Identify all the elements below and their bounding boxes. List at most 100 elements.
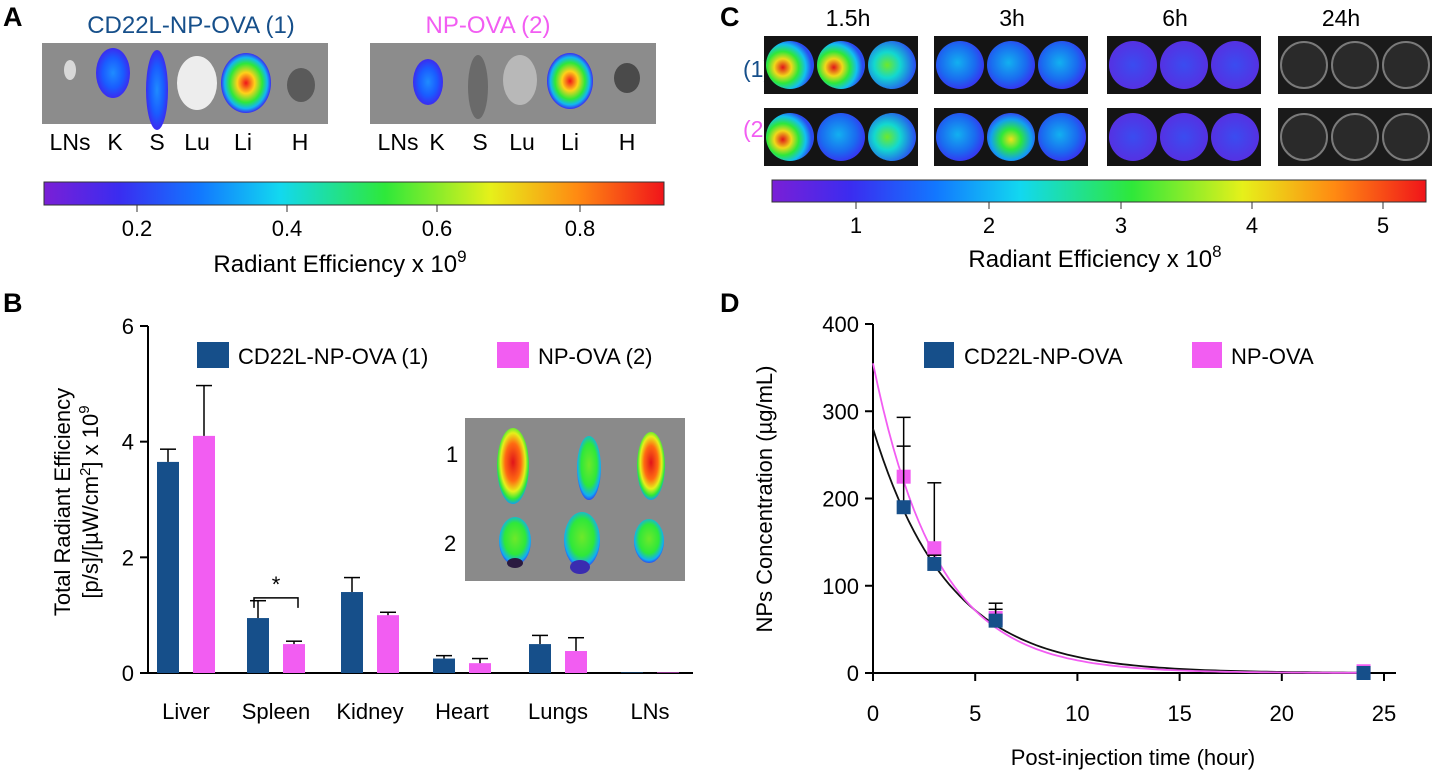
x-tick-label: 15 — [1167, 701, 1191, 726]
colorbar-c-title-text: Radiant Efficiency x 10 — [968, 246, 1212, 273]
x-tick-label: Spleen — [242, 699, 311, 724]
y-tick-label: 0 — [847, 661, 859, 686]
colorbar-c-title: Radiant Efficiency x 108 — [968, 242, 1221, 273]
organ-label-2-0: LNs — [378, 129, 419, 155]
panel-d-xlabel: Post-injection time (hour) — [1011, 745, 1256, 770]
ylabel-part-a: [p/s]/[µW/cm — [78, 476, 103, 599]
bar-2 — [565, 651, 587, 673]
well — [1160, 41, 1208, 89]
colorbar-a-title-text: Radiant Efficiency x 10 — [213, 251, 457, 278]
well — [1109, 41, 1157, 89]
bar-2 — [469, 663, 491, 673]
organ-label-1-3: Lu — [184, 129, 210, 155]
colorbar-c-tick-label: 2 — [983, 213, 995, 238]
point-2 — [927, 541, 942, 556]
organ-label-1-5: H — [292, 129, 309, 155]
bar-2 — [193, 435, 215, 673]
fit-curve-2 — [872, 363, 1364, 674]
colorbar-c-ticks: 1 2 3 4 5 — [850, 202, 1389, 238]
panel-d: D NPs Concentration (µg/mL) Post-injecti… — [720, 288, 1396, 770]
bar-1 — [433, 658, 455, 673]
x-tick-label: Liver — [162, 699, 210, 724]
heart-blob — [614, 63, 640, 93]
liver-blob — [221, 53, 271, 113]
panel-b-ylabel: Total Radiant Efficiency [p/s]/[µW/cm2] … — [50, 388, 103, 616]
panel-c-label: C — [720, 2, 740, 32]
legend-label-2: NP-OVA (2) — [538, 344, 653, 369]
inset-blob — [564, 512, 600, 568]
y-tick-label: 100 — [822, 574, 859, 599]
well — [1382, 41, 1430, 89]
inset-blobs — [497, 428, 665, 574]
organ-label-2-4: Li — [561, 129, 579, 155]
x-tick-label: Heart — [435, 699, 489, 724]
colorbar-a-tick-label: 0.4 — [272, 216, 303, 241]
bar-1 — [157, 461, 179, 673]
y-tick-label: 300 — [822, 399, 859, 424]
panel-b-label: B — [3, 288, 23, 318]
kidney-blob — [96, 48, 130, 98]
bar-1 — [247, 618, 269, 673]
well — [1331, 41, 1379, 89]
point-1 — [1356, 666, 1371, 680]
panel-a-title-2: NP-OVA (2) — [426, 12, 551, 39]
point-1 — [896, 500, 911, 515]
well — [1280, 41, 1328, 89]
well — [1160, 113, 1208, 161]
inset-row-label-1: 1 — [446, 442, 458, 467]
ylabel-sup-2: 2 — [77, 468, 94, 476]
bar-1 — [529, 644, 551, 673]
organ-label-1-0: LNs — [50, 129, 91, 155]
well — [1331, 113, 1379, 161]
spleen-blob — [468, 55, 488, 119]
bar-chart: 0 2 4 6 Liver Spleen Kidney Heart Lungs LNs * CD22L… — [122, 314, 693, 724]
inset-blob — [499, 517, 531, 565]
x-tick-label: Kidney — [336, 699, 403, 724]
colorbar-c-exponent: 8 — [1212, 242, 1221, 261]
spleen-blob — [146, 50, 168, 130]
legend-swatch-2 — [497, 342, 529, 368]
legend-b: CD22L-NP-OVA (1) NP-OVA (2) — [197, 342, 653, 369]
point-1 — [988, 613, 1003, 628]
legend-label-1: CD22L-NP-OVA — [964, 344, 1123, 369]
colorbar-c-tick-label: 4 — [1246, 213, 1258, 238]
point-1 — [927, 556, 942, 571]
well — [868, 41, 916, 89]
well — [936, 113, 984, 161]
legend-label-2: NP-OVA — [1231, 344, 1314, 369]
colorbar-a-tick-label: 0.6 — [422, 216, 453, 241]
well — [936, 41, 984, 89]
significance-star: * — [272, 572, 281, 597]
organ-label-1-1: K — [107, 129, 123, 155]
panel-b-ylabel-line1: Total Radiant Efficiency — [50, 388, 75, 616]
inset-blob — [634, 519, 664, 563]
y-tick-label: 0 — [122, 661, 134, 686]
panel-a-label: A — [3, 2, 23, 32]
bar-1 — [341, 592, 363, 673]
colorbar-c-tick-label: 3 — [1115, 213, 1127, 238]
x-tick-label: 25 — [1372, 701, 1396, 726]
bar-2 — [377, 615, 399, 673]
panel-a-title-1: CD22L-NP-OVA (1) — [87, 12, 295, 39]
time-labels: 1.5h 3h 6h 24h — [826, 5, 1361, 31]
well — [1280, 113, 1328, 161]
colorbar-a-title: Radiant Efficiency x 109 — [213, 247, 466, 278]
time-label-1: 3h — [999, 5, 1025, 31]
organ-label-1-2: S — [149, 129, 164, 155]
scatter-chart: 0 100 200 300 400 0 5 10 15 20 25 CD22L-NP-OVA NP-OV… — [822, 312, 1396, 726]
lns-blob — [64, 60, 76, 80]
inset-shadow — [570, 560, 590, 574]
panel-b: B Total Radiant Efficiency [p/s]/[µW/cm2… — [3, 288, 693, 724]
y-tick-label: 200 — [822, 487, 859, 512]
x-tick-label: LNs — [630, 699, 669, 724]
colorbar-c-tick-label: 5 — [1377, 213, 1389, 238]
colorbar-a-tick-label: 0.2 — [122, 216, 153, 241]
colorbar-c-tick-label: 1 — [850, 213, 862, 238]
x-tick-label: 10 — [1065, 701, 1089, 726]
inset-blob — [497, 428, 529, 504]
well — [766, 113, 814, 161]
fit-curve-1 — [872, 428, 1364, 674]
y-tick-label: 400 — [822, 312, 859, 337]
